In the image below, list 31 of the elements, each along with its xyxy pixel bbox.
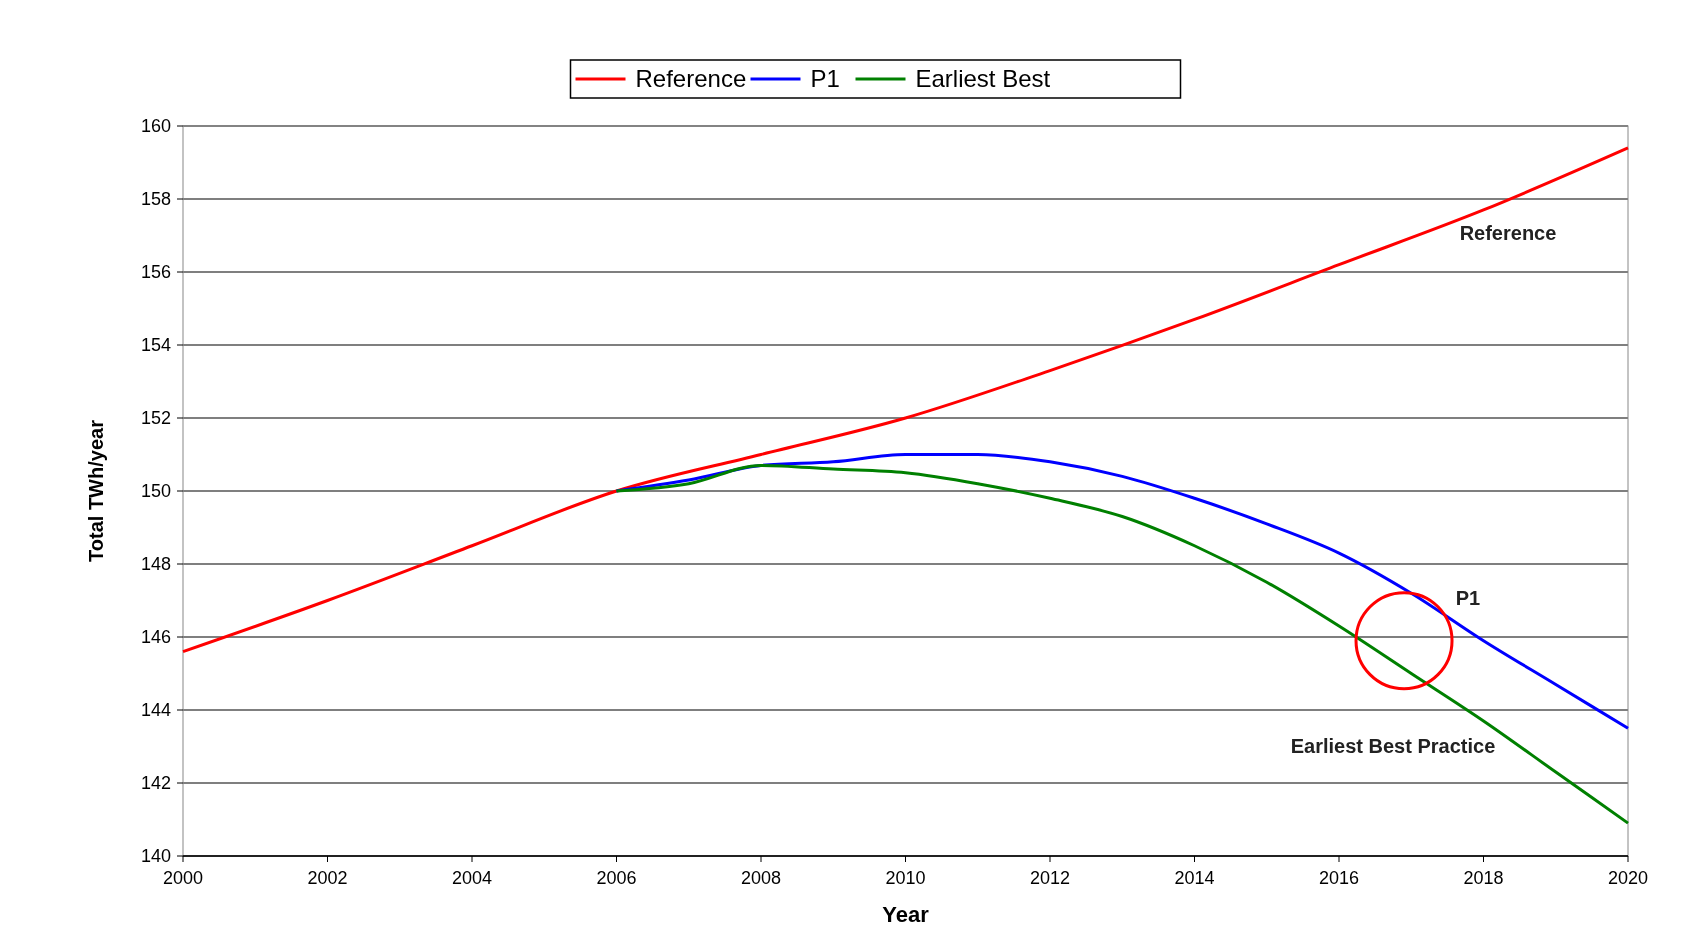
x-tick-label: 2020	[1607, 868, 1649, 888]
x-tick-label: 2018	[1463, 868, 1504, 888]
y-tick-label: 160	[140, 116, 171, 136]
line-series	[615, 463, 1630, 825]
y-tick-label: 142	[140, 773, 171, 793]
legend-label: Earliest Best	[915, 65, 1051, 92]
x-tick-label: 2000	[162, 868, 204, 888]
annotation: Earliest Best Practice	[1290, 735, 1496, 757]
y-axis-title: Total TWh/year	[85, 419, 107, 562]
legend-label: Reference	[635, 65, 747, 92]
y-tick-label: 144	[140, 700, 171, 720]
annotation: Reference	[1459, 222, 1557, 244]
y-tick-label: 158	[140, 189, 171, 209]
x-tick-label: 2012	[1029, 868, 1071, 888]
x-tick-label: 2014	[1174, 868, 1215, 888]
annotation: P1	[1455, 587, 1481, 609]
x-tick-label: 2010	[885, 868, 926, 888]
x-tick-label: 2006	[596, 868, 637, 888]
y-tick-label: 156	[140, 262, 171, 282]
y-tick-label: 154	[140, 335, 171, 355]
y-tick-label: 150	[140, 481, 171, 501]
x-tick-label: 2008	[740, 868, 782, 888]
y-tick-label: 148	[140, 554, 171, 574]
legend-label: P1	[810, 65, 840, 92]
x-tick-label: 2016	[1318, 868, 1360, 888]
y-tick-label: 152	[140, 408, 171, 428]
y-tick-label: 140	[140, 846, 171, 866]
x-axis-title: Year	[882, 902, 930, 927]
y-tick-label: 146	[140, 627, 171, 647]
x-tick-label: 2004	[451, 868, 493, 888]
x-tick-label: 2002	[307, 868, 348, 888]
